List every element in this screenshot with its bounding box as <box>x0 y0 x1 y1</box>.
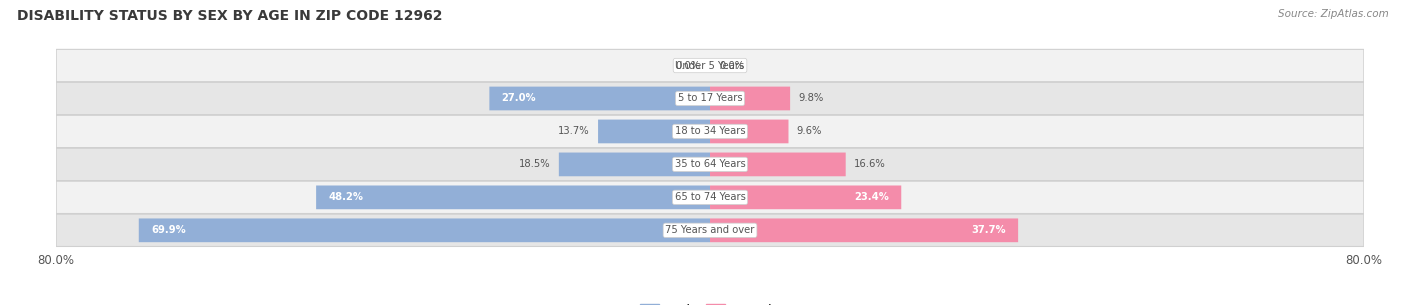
Text: 69.9%: 69.9% <box>150 225 186 235</box>
Text: 5 to 17 Years: 5 to 17 Years <box>678 94 742 103</box>
Text: DISABILITY STATUS BY SEX BY AGE IN ZIP CODE 12962: DISABILITY STATUS BY SEX BY AGE IN ZIP C… <box>17 9 443 23</box>
Text: 9.6%: 9.6% <box>797 127 823 136</box>
Text: 37.7%: 37.7% <box>972 225 1005 235</box>
Text: 48.2%: 48.2% <box>329 192 363 202</box>
Legend: Male, Female: Male, Female <box>636 299 785 305</box>
FancyBboxPatch shape <box>56 214 1364 246</box>
Text: 23.4%: 23.4% <box>853 192 889 202</box>
Text: 65 to 74 Years: 65 to 74 Years <box>675 192 745 202</box>
Text: 16.6%: 16.6% <box>853 160 886 169</box>
Text: 9.8%: 9.8% <box>799 94 824 103</box>
Text: 27.0%: 27.0% <box>502 94 536 103</box>
Text: 0.0%: 0.0% <box>675 60 700 70</box>
FancyBboxPatch shape <box>489 87 710 110</box>
Text: Source: ZipAtlas.com: Source: ZipAtlas.com <box>1278 9 1389 19</box>
FancyBboxPatch shape <box>710 87 790 110</box>
FancyBboxPatch shape <box>710 218 1018 242</box>
FancyBboxPatch shape <box>710 185 901 209</box>
FancyBboxPatch shape <box>710 152 845 176</box>
Text: 75 Years and over: 75 Years and over <box>665 225 755 235</box>
FancyBboxPatch shape <box>56 148 1364 181</box>
FancyBboxPatch shape <box>710 120 789 143</box>
FancyBboxPatch shape <box>558 152 710 176</box>
FancyBboxPatch shape <box>56 82 1364 115</box>
Text: 13.7%: 13.7% <box>558 127 591 136</box>
Text: 35 to 64 Years: 35 to 64 Years <box>675 160 745 169</box>
Text: 0.0%: 0.0% <box>720 60 745 70</box>
FancyBboxPatch shape <box>598 120 710 143</box>
Text: 18 to 34 Years: 18 to 34 Years <box>675 127 745 136</box>
FancyBboxPatch shape <box>139 218 710 242</box>
FancyBboxPatch shape <box>316 185 710 209</box>
Text: 18.5%: 18.5% <box>519 160 551 169</box>
FancyBboxPatch shape <box>56 115 1364 148</box>
FancyBboxPatch shape <box>56 181 1364 214</box>
FancyBboxPatch shape <box>56 49 1364 82</box>
Text: Under 5 Years: Under 5 Years <box>675 60 745 70</box>
